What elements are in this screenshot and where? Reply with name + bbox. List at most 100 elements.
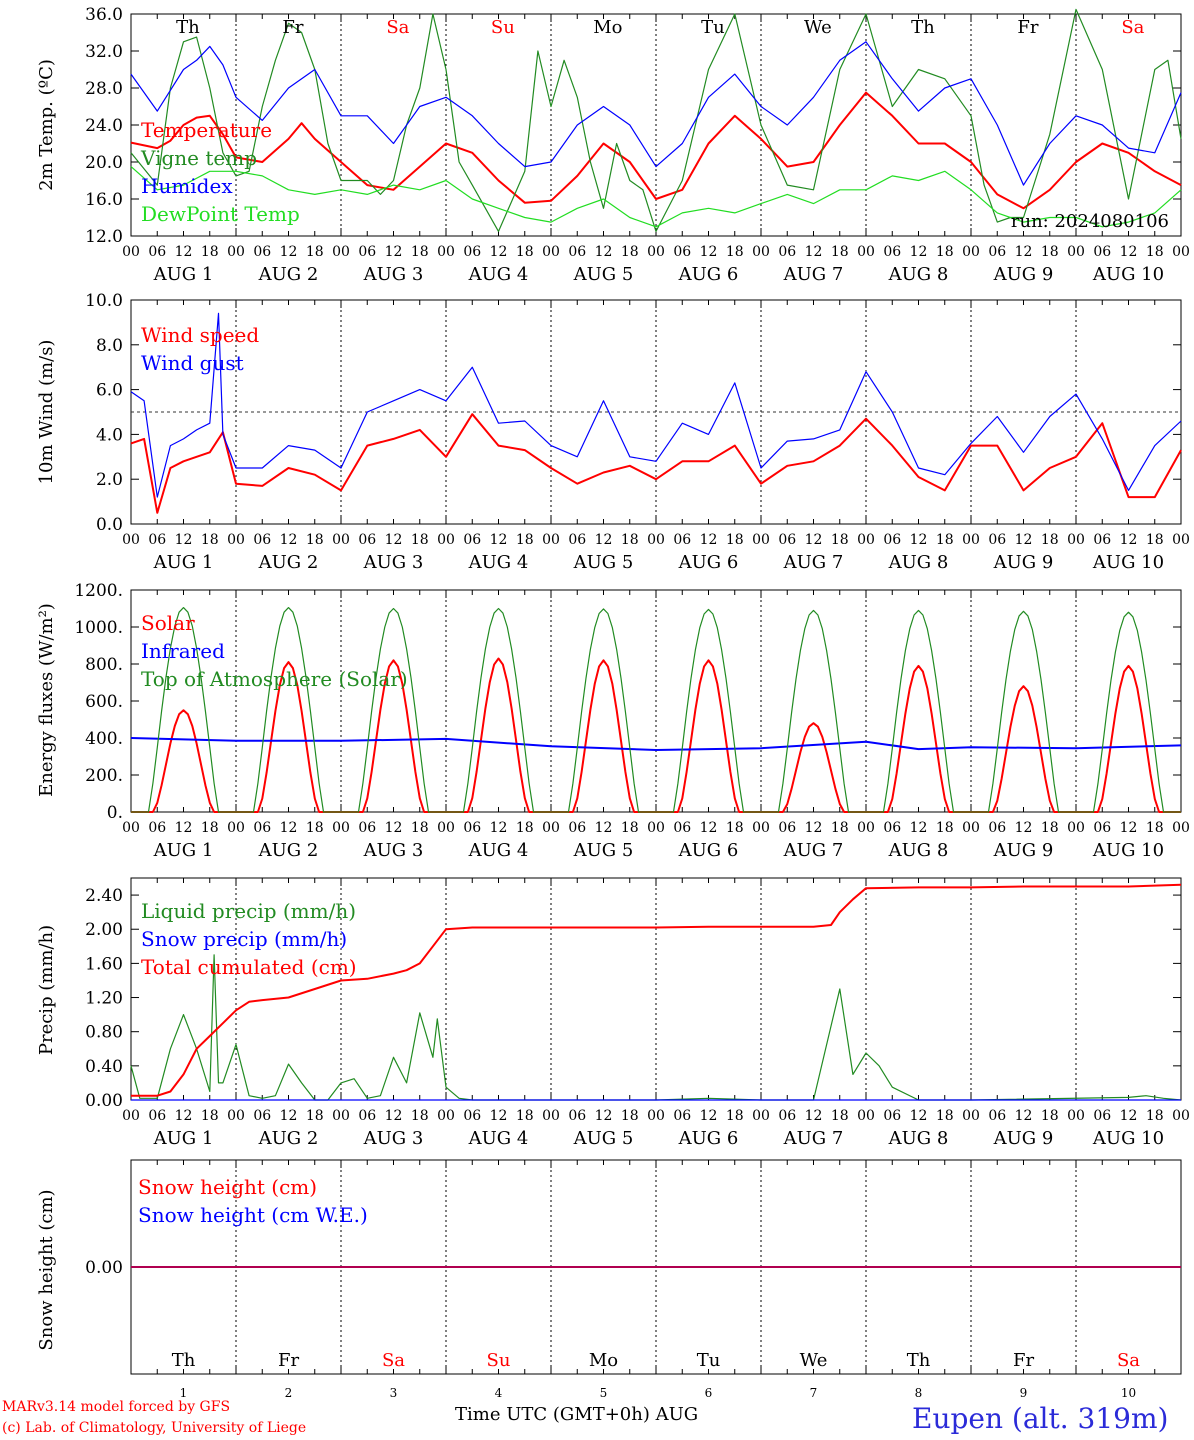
hour-tick-label: 00 (1172, 532, 1190, 548)
hour-tick-label: 00 (1172, 820, 1190, 836)
hour-tick-label: 18 (411, 1108, 429, 1124)
y-tick-label: 0.00 (85, 1091, 123, 1111)
day-name-label: Th (176, 17, 200, 38)
y-tick-label: 2.0 (96, 470, 123, 490)
hour-tick-label: 00 (437, 244, 455, 260)
hour-tick-label: 00 (1172, 1108, 1190, 1124)
day-number-label: 10 (1121, 1386, 1136, 1400)
y-tick-label: 0.0 (96, 515, 123, 535)
series-line-wind-gust (130, 312, 1182, 498)
date-label: AUG 2 (258, 1128, 319, 1149)
hour-tick-label: 18 (1146, 244, 1164, 260)
day-name-label: Su (487, 1350, 511, 1371)
hour-tick-label: 18 (1041, 244, 1059, 260)
y-axis-label: Energy fluxes (W/m²) (36, 603, 57, 797)
hour-tick-label: 00 (542, 532, 560, 548)
hour-tick-label: 12 (1015, 532, 1033, 548)
hour-tick-label: 00 (647, 1108, 665, 1124)
hour-tick-label: 00 (647, 820, 665, 836)
day-number-label: 5 (600, 1386, 608, 1400)
hour-tick-label: 18 (516, 532, 534, 548)
hour-tick-label: 12 (910, 1108, 928, 1124)
hour-tick-label: 00 (752, 244, 770, 260)
hour-tick-label: 00 (227, 244, 245, 260)
series-line-infrared (130, 737, 1182, 751)
hour-tick-label: 06 (883, 820, 901, 836)
date-label: AUG 1 (153, 1128, 214, 1149)
hour-tick-label: 12 (595, 532, 613, 548)
hour-tick-label: 18 (1146, 1108, 1164, 1124)
hour-tick-label: 18 (306, 1108, 324, 1124)
hour-tick-label: 00 (122, 1108, 140, 1124)
hour-tick-label: 12 (700, 244, 718, 260)
hour-tick-label: 12 (280, 532, 298, 548)
y-tick-label: 0.40 (85, 1057, 123, 1077)
hour-tick-label: 12 (175, 1108, 193, 1124)
hour-tick-label: 06 (1093, 244, 1111, 260)
run-label: run: 2024080106 (1011, 211, 1169, 232)
date-label: AUG 8 (888, 1128, 949, 1149)
date-label: AUG 9 (993, 264, 1054, 285)
y-tick-label: 6.0 (96, 381, 123, 401)
y-tick-label: 24.0 (85, 116, 123, 136)
hour-tick-label: 12 (595, 820, 613, 836)
hour-tick-label: 18 (306, 532, 324, 548)
legend-entry: Temperature (141, 118, 272, 142)
date-label: AUG 8 (888, 264, 949, 285)
hour-tick-label: 18 (201, 1108, 219, 1124)
day-name-label: We (804, 17, 832, 38)
hour-tick-label: 18 (201, 532, 219, 548)
legend-entry: Wind gust (141, 351, 244, 375)
legend-entry: Snow precip (mm/h) (141, 927, 347, 951)
date-label: AUG 7 (783, 552, 844, 573)
hour-tick-label: 00 (752, 532, 770, 548)
hour-tick-label: 12 (385, 532, 403, 548)
day-name-label: Sa (386, 17, 409, 38)
hour-tick-label: 12 (805, 244, 823, 260)
y-tick-label: 4.0 (96, 425, 123, 445)
hour-tick-label: 00 (647, 244, 665, 260)
day-number-label: 1 (180, 1386, 188, 1400)
date-label: AUG 4 (468, 1128, 529, 1149)
y-tick-label: 10.0 (85, 291, 123, 311)
hour-tick-label: 12 (910, 532, 928, 548)
y-tick-label: 600. (85, 692, 123, 712)
hour-tick-label: 12 (805, 820, 823, 836)
hour-tick-label: 00 (227, 532, 245, 548)
date-label: AUG 8 (888, 840, 949, 861)
legend-entry: Solar (141, 611, 195, 635)
y-tick-label: 32.0 (85, 42, 123, 62)
day-name-label: Mo (589, 1350, 618, 1371)
date-label: AUG 7 (783, 264, 844, 285)
date-label: AUG 6 (678, 264, 739, 285)
hour-tick-label: 00 (542, 244, 560, 260)
day-name-label: Tu (701, 17, 725, 38)
day-number-label: 9 (1020, 1386, 1028, 1400)
hour-tick-label: 00 (437, 820, 455, 836)
hour-tick-label: 18 (306, 820, 324, 836)
day-number-label: 7 (810, 1386, 818, 1400)
date-label: AUG 2 (258, 840, 319, 861)
legend-entry: Total cumulated (cm) (141, 955, 357, 979)
hour-tick-label: 12 (1015, 820, 1033, 836)
series-line-wind-speed (130, 413, 1182, 514)
day-name-label: Th (172, 1350, 196, 1371)
hour-tick-label: 18 (936, 1108, 954, 1124)
hour-tick-label: 18 (516, 820, 534, 836)
hour-tick-label: 00 (1067, 820, 1085, 836)
hour-tick-label: 12 (490, 820, 508, 836)
hour-tick-label: 06 (568, 244, 586, 260)
hour-tick-label: 00 (122, 820, 140, 836)
hour-tick-label: 12 (175, 244, 193, 260)
panel-2: 0.0 2.0 4.0 6.0 8.0 10.0 10m Wind (m/s) 00 06 12 1… (36, 291, 1190, 573)
hour-tick-label: 12 (1015, 1108, 1033, 1124)
y-tick-label: 2.00 (85, 920, 123, 940)
hour-tick-label: 06 (673, 820, 691, 836)
series-line-dewpoint-temp (130, 166, 1182, 228)
date-label: AUG 9 (993, 552, 1054, 573)
hour-tick-label: 06 (673, 532, 691, 548)
hour-tick-label: 00 (437, 1108, 455, 1124)
hour-tick-label: 12 (280, 1108, 298, 1124)
series-line-temperature (130, 91, 1182, 210)
hour-tick-label: 06 (778, 1108, 796, 1124)
